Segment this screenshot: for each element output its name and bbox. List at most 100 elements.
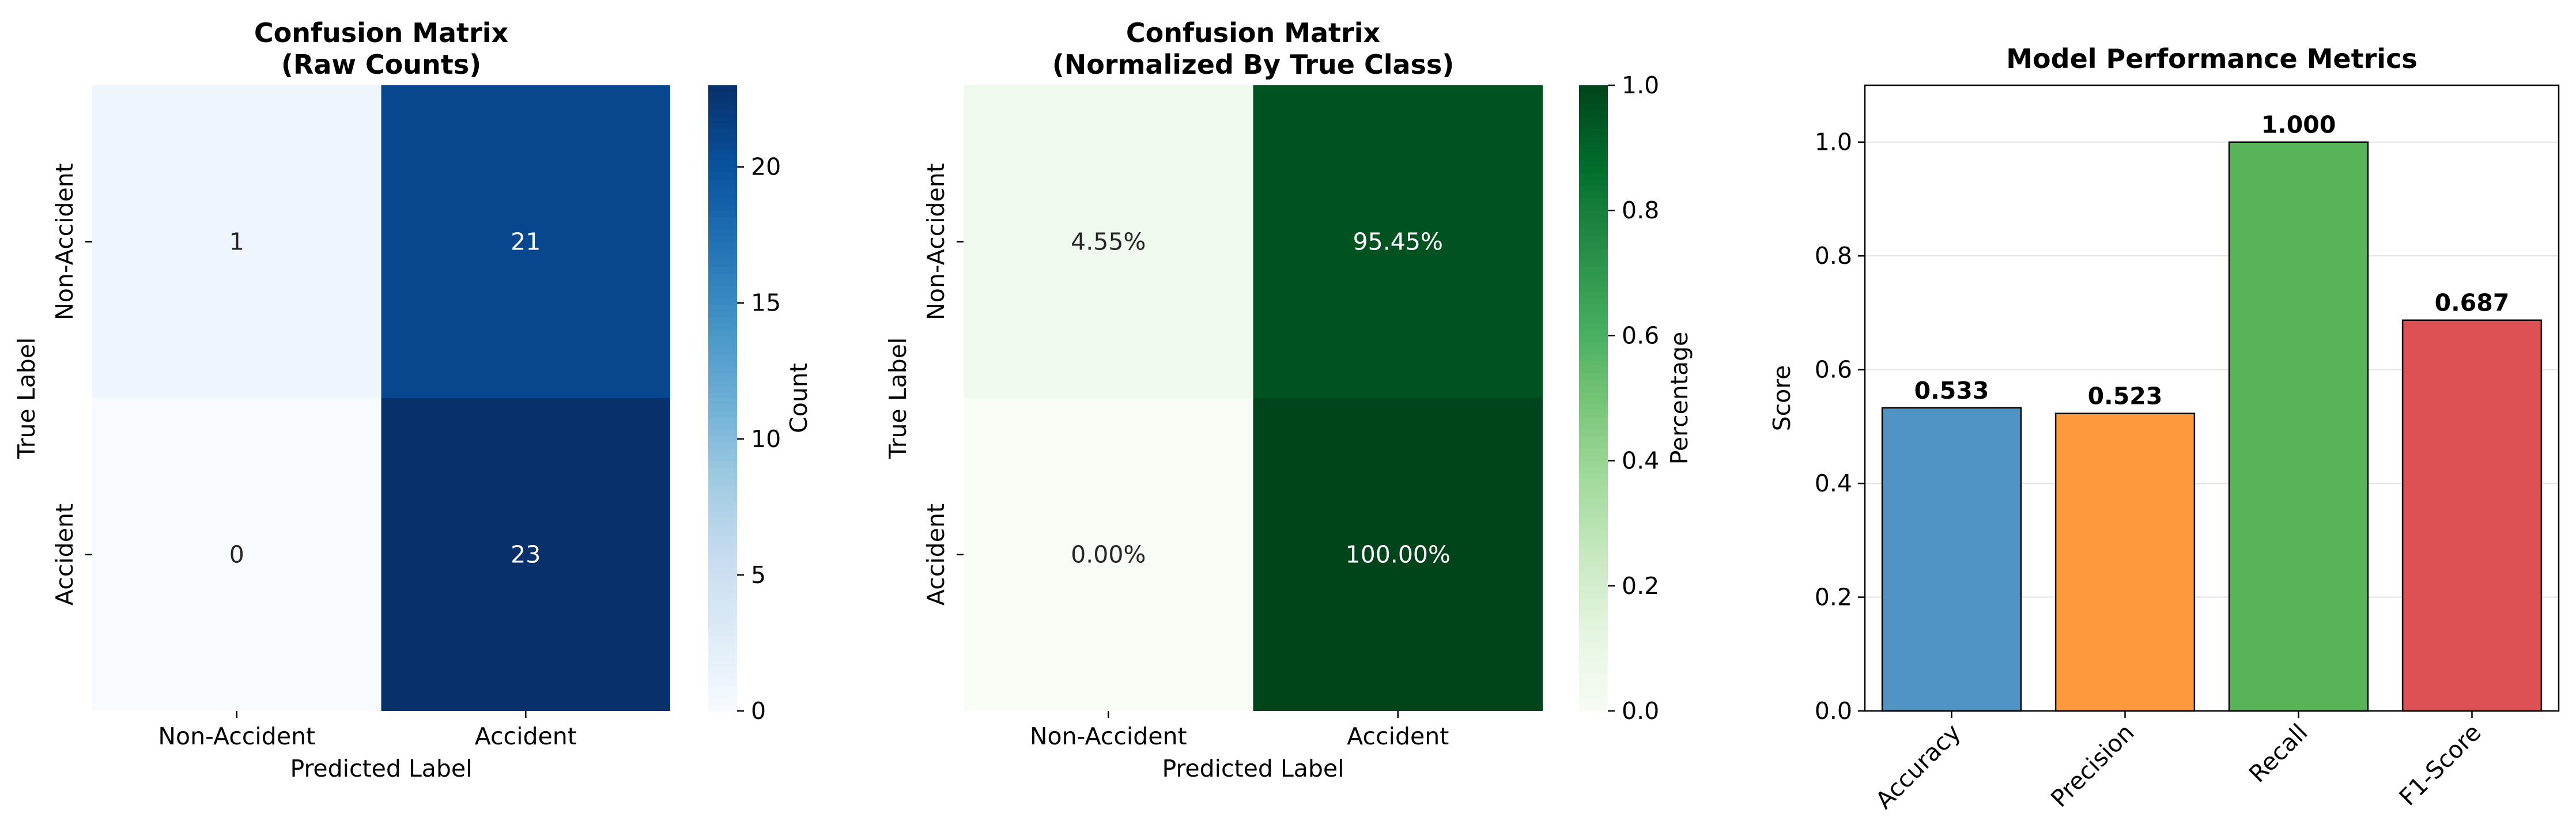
colorbar-segment	[1579, 342, 1608, 349]
colorbar-segment	[708, 417, 737, 424]
bar-value-label: 0.533	[1914, 377, 1989, 404]
colorbar-segment	[1579, 373, 1608, 380]
heatmap-cell	[964, 85, 1253, 398]
colorbar-segment	[708, 592, 737, 599]
colorbar-segment	[1579, 266, 1608, 274]
colorbar-segment	[708, 542, 737, 549]
heatmap-cell-label: 4.55%	[1071, 228, 1146, 256]
colorbar-segment	[708, 423, 737, 430]
colorbar-segment	[708, 585, 737, 593]
colorbar-segment	[708, 285, 737, 293]
colorbar-tick-label: 0.2	[1622, 572, 1659, 600]
colorbar-segment	[708, 410, 737, 418]
heatmap-cell-label: 21	[511, 228, 541, 256]
colorbar-segment	[1579, 410, 1608, 418]
colorbar-segment	[708, 486, 737, 493]
colorbar-segment	[1579, 298, 1608, 305]
heatmap-cell	[1253, 398, 1543, 711]
colorbar-segment	[1579, 348, 1608, 355]
heatmap-cell-label: 0	[229, 541, 244, 569]
colorbar-segment	[1579, 460, 1608, 468]
colorbar-segment	[1579, 611, 1608, 618]
colorbar-tick-label: 15	[751, 289, 781, 317]
colorbar-segment	[1579, 629, 1608, 637]
colorbar-segment	[708, 266, 737, 274]
colorbar-segment	[1579, 705, 1608, 712]
colorbar-tick-label: 1.0	[1622, 71, 1659, 99]
colorbar-segment	[1579, 579, 1608, 587]
raw-counts-panel: Confusion Matrix (Raw Counts) 1 21 0 23 Non-Ac…	[13, 17, 813, 782]
colorbar-segment	[1579, 510, 1608, 518]
colorbar-segment	[1579, 116, 1608, 123]
colorbar-segment	[708, 210, 737, 217]
colorbar-segment	[1579, 567, 1608, 574]
colorbar-segment	[708, 579, 737, 587]
colorbar-segment	[1579, 185, 1608, 192]
colorbar-segment	[1579, 273, 1608, 280]
colorbar-segment	[708, 292, 737, 299]
colorbar-label: Count	[785, 363, 813, 433]
colorbar-segment	[1579, 529, 1608, 536]
colorbar-segment	[708, 491, 737, 499]
colorbar-tick-label: 0.6	[1622, 321, 1659, 349]
colorbar-segment	[708, 623, 737, 630]
colorbar-segment	[1579, 491, 1608, 499]
colorbar-segment	[708, 535, 737, 543]
colorbar-segment	[708, 517, 737, 524]
colorbar-segment	[708, 248, 737, 255]
y-tick-label: 0.4	[1815, 470, 1852, 497]
colorbar-segment	[1579, 635, 1608, 643]
colorbar-segment	[708, 173, 737, 180]
colorbar-segment	[708, 698, 737, 705]
colorbar-segment	[708, 279, 737, 286]
colorbar-segment	[1579, 191, 1608, 199]
colorbar-segment	[708, 504, 737, 512]
heatmap-title: Confusion Matrix (Raw Counts)	[254, 17, 508, 80]
colorbar-segment	[1579, 473, 1608, 480]
heatmap-title: Confusion Matrix (Normalized By True Clas…	[1052, 17, 1455, 80]
colorbar-segment	[1579, 285, 1608, 293]
colorbar-segment	[708, 473, 737, 480]
colorbar-segment	[708, 160, 737, 167]
colorbar-segment	[1579, 260, 1608, 267]
colorbar-segment	[1579, 229, 1608, 236]
colorbar-segment	[708, 523, 737, 530]
colorbar-segment	[708, 179, 737, 186]
colorbar-segment	[1579, 667, 1608, 674]
colorbar-segment	[1579, 135, 1608, 142]
colorbar-segment	[708, 366, 737, 374]
bar-chart-title: Model Performance Metrics	[2006, 43, 2417, 74]
colorbar-segment	[708, 642, 737, 649]
bar	[1881, 407, 2022, 712]
colorbar-segment	[708, 323, 737, 330]
colorbar-segment	[708, 654, 737, 661]
y-tick-label: Non-Accident	[51, 163, 78, 320]
colorbar-segment	[708, 429, 737, 436]
colorbar-segment	[1579, 222, 1608, 230]
colorbar-segment	[708, 448, 737, 455]
colorbar-segment	[1579, 454, 1608, 461]
colorbar-segment	[1579, 147, 1608, 155]
colorbar-segment	[708, 254, 737, 261]
y-tick-label: 0.8	[1815, 242, 1852, 270]
colorbar-segment	[708, 510, 737, 518]
normalized-panel: Confusion Matrix (Normalized By True Clas…	[884, 17, 1693, 782]
colorbar-segment	[708, 648, 737, 656]
colorbar-segment	[708, 329, 737, 336]
colorbar-segment	[1579, 292, 1608, 299]
heatmap-cell-label: 23	[511, 541, 541, 569]
colorbar-segment	[1579, 310, 1608, 317]
heatmap-cell-label: 95.45%	[1353, 228, 1443, 256]
colorbar-segment	[1579, 523, 1608, 530]
colorbar-segment	[1579, 179, 1608, 186]
y-tick-label: Accident	[51, 504, 78, 606]
colorbar-segment	[708, 360, 737, 368]
colorbar-segment	[708, 167, 737, 173]
colorbar-segment	[1579, 498, 1608, 505]
colorbar-tick-label: 0	[751, 697, 766, 725]
colorbar-segment	[1579, 679, 1608, 687]
colorbar-segment	[1579, 85, 1608, 92]
heatmap-cell	[381, 398, 670, 711]
colorbar-segment	[1579, 91, 1608, 99]
y-tick-label: 0.6	[1815, 356, 1852, 384]
